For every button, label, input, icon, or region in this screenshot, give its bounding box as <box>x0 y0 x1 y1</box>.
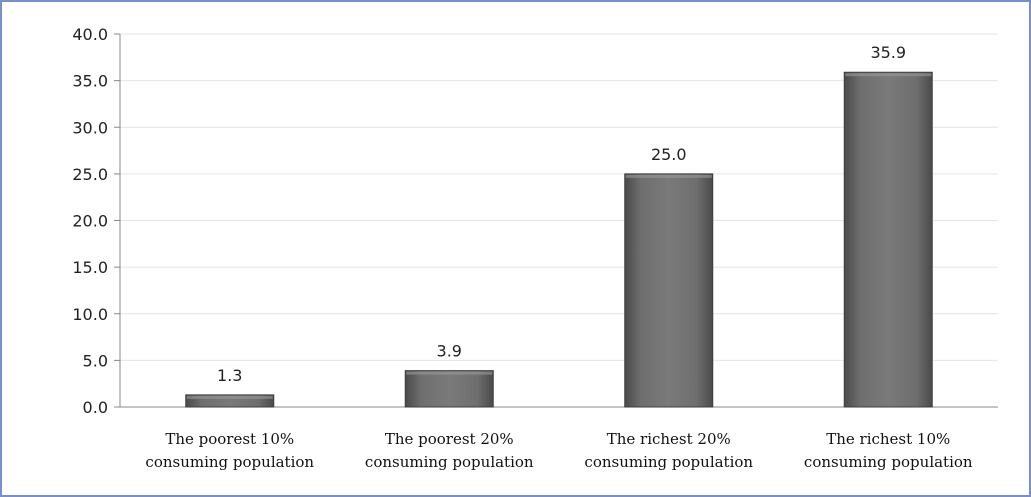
data-labels: 1.3 3.9 25.0 35.9 <box>217 43 906 385</box>
y-axis-ticks: 0.0 5.0 10.0 15.0 20.0 25.0 30.0 35.0 40.0 <box>72 25 108 417</box>
y-tick-label: 10.0 <box>72 305 108 324</box>
bar <box>624 173 714 408</box>
x-category-label: consuming population <box>365 453 534 471</box>
x-category-label: consuming population <box>804 453 973 471</box>
bar <box>404 370 494 408</box>
y-tick-label: 40.0 <box>72 25 108 44</box>
data-label: 35.9 <box>870 43 906 62</box>
y-tick-label: 20.0 <box>72 212 108 231</box>
x-axis-labels: The poorest 10% consuming population The p… <box>145 430 972 471</box>
y-tick-label: 30.0 <box>72 118 108 137</box>
y-tick-label: 15.0 <box>72 258 108 277</box>
bars <box>185 71 933 408</box>
bar-highlight <box>186 395 273 399</box>
x-category-label: The poorest 20% <box>385 430 514 448</box>
data-label: 3.9 <box>437 342 462 361</box>
x-category-label: The poorest 10% <box>165 430 294 448</box>
x-category-label: consuming population <box>145 453 314 471</box>
bar <box>843 71 933 408</box>
data-label: 25.0 <box>651 145 687 164</box>
bar-highlight <box>625 174 712 178</box>
y-tick-label: 5.0 <box>83 351 108 370</box>
bar-highlight <box>406 371 493 375</box>
bar-highlight <box>845 73 932 77</box>
x-category-label: The richest 10% <box>826 430 950 448</box>
y-tick-label: 35.0 <box>72 72 108 91</box>
x-category-label: consuming population <box>584 453 753 471</box>
y-tick-label: 0.0 <box>83 398 108 417</box>
y-tick-label: 25.0 <box>72 165 108 184</box>
data-label: 1.3 <box>217 366 242 385</box>
x-category-label: The richest 20% <box>607 430 731 448</box>
